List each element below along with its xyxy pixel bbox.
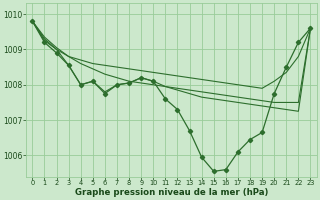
X-axis label: Graphe pression niveau de la mer (hPa): Graphe pression niveau de la mer (hPa) xyxy=(75,188,268,197)
